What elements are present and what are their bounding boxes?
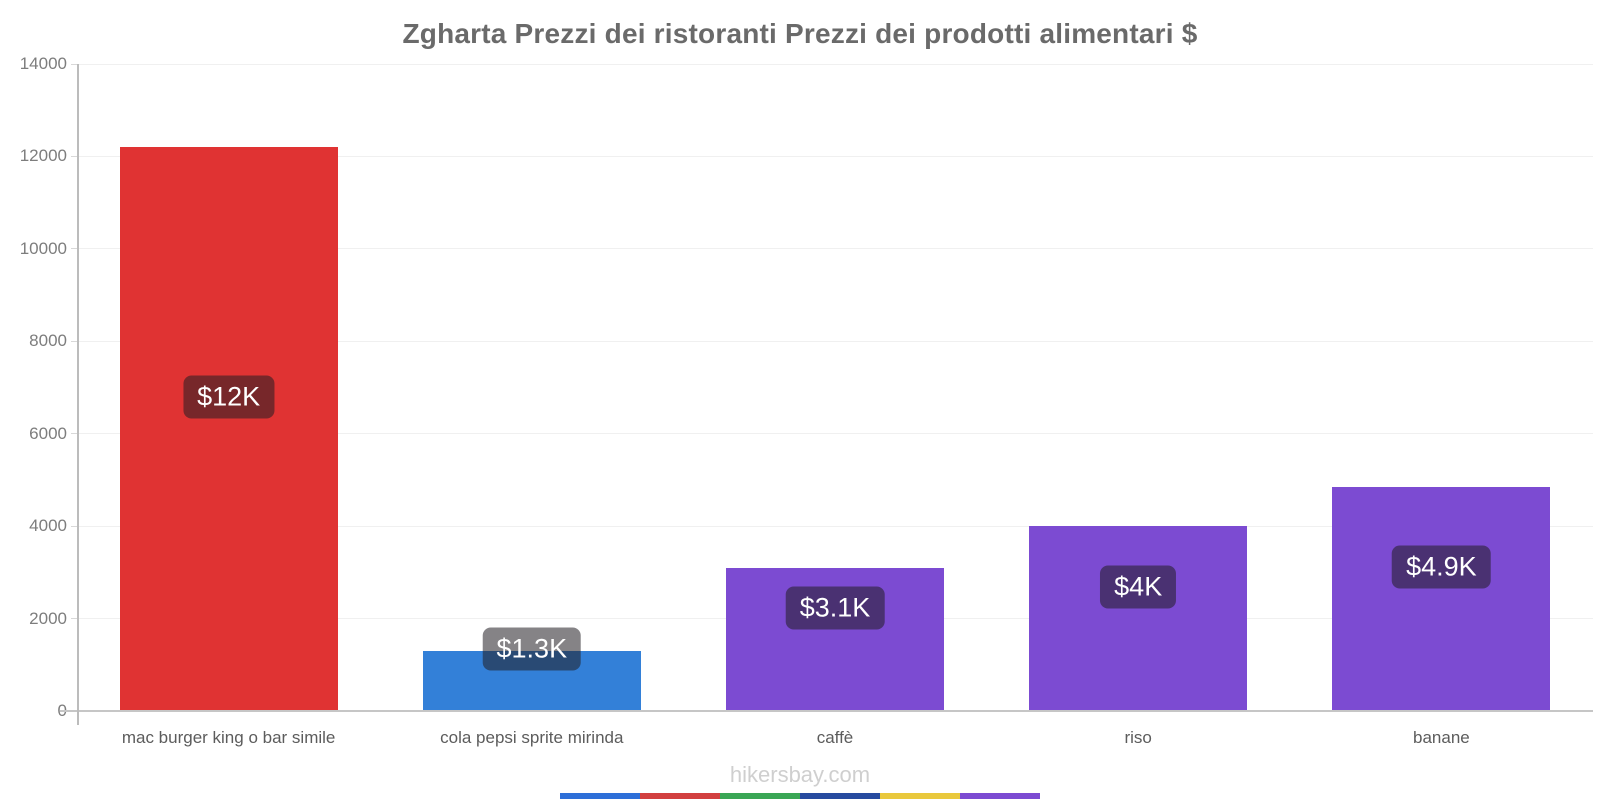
bar-banane	[1332, 486, 1551, 711]
watermark-hikersbay: hikersbay.com	[729, 762, 871, 787]
bottom-color-strip	[560, 793, 640, 799]
y-tick-14000	[71, 63, 77, 65]
bottom-color-strip	[640, 793, 720, 799]
y-tick-label-10000: 10000	[19, 238, 67, 258]
value-badge-5: $4.9K	[1392, 545, 1491, 589]
y-tick-4000	[71, 525, 77, 527]
gridline-4000	[77, 525, 1593, 527]
value-badge-3: $3.1K	[785, 586, 885, 630]
value-badge-2: $1.3K	[482, 627, 582, 671]
y-tick-6000	[71, 433, 77, 435]
x-axis-line	[60, 710, 1593, 712]
y-tick-label-12000: 12000	[19, 146, 67, 166]
y-tick-label-2000: 2000	[29, 608, 67, 628]
y-tick-8000	[71, 340, 77, 342]
y-tick-10000	[71, 248, 77, 250]
bottom-color-strip	[880, 793, 960, 799]
bar-mac-burger-king-o-bar-simile	[119, 147, 338, 711]
x-category-label-4: riso	[1124, 728, 1152, 747]
gridline-10000	[77, 248, 1593, 250]
bottom-color-strip	[960, 793, 1040, 799]
bottom-color-strip	[800, 793, 880, 799]
chart-title: Zgharta Prezzi dei ristoranti Prezzi dei…	[402, 18, 1198, 49]
y-tick-label-14000: 14000	[19, 54, 67, 73]
y-tick-label-8000: 8000	[29, 331, 67, 351]
x-category-label-1: mac burger king o bar simile	[121, 728, 336, 747]
value-badge-4: $4K	[1100, 565, 1177, 609]
y-axis-line	[77, 64, 79, 725]
y-tick-label-6000: 6000	[29, 423, 67, 443]
y-tick-label-0: 0	[0, 702, 67, 720]
gridline-6000	[77, 433, 1593, 435]
gridline-12000	[77, 155, 1593, 157]
y-tick-label-4000: 4000	[29, 516, 67, 536]
y-tick-12000	[71, 155, 77, 157]
x-category-label-2: cola pepsi sprite mirinda	[440, 728, 624, 747]
bar-riso	[1029, 526, 1248, 711]
value-badge-1: $12K	[183, 375, 275, 419]
gridline-14000	[77, 63, 1593, 65]
bottom-color-strip	[720, 793, 800, 799]
y-tick-2000	[71, 618, 77, 620]
x-category-label-5: banane	[1413, 728, 1470, 747]
x-category-label-3: caffè	[816, 728, 854, 747]
gridline-8000	[77, 340, 1593, 342]
